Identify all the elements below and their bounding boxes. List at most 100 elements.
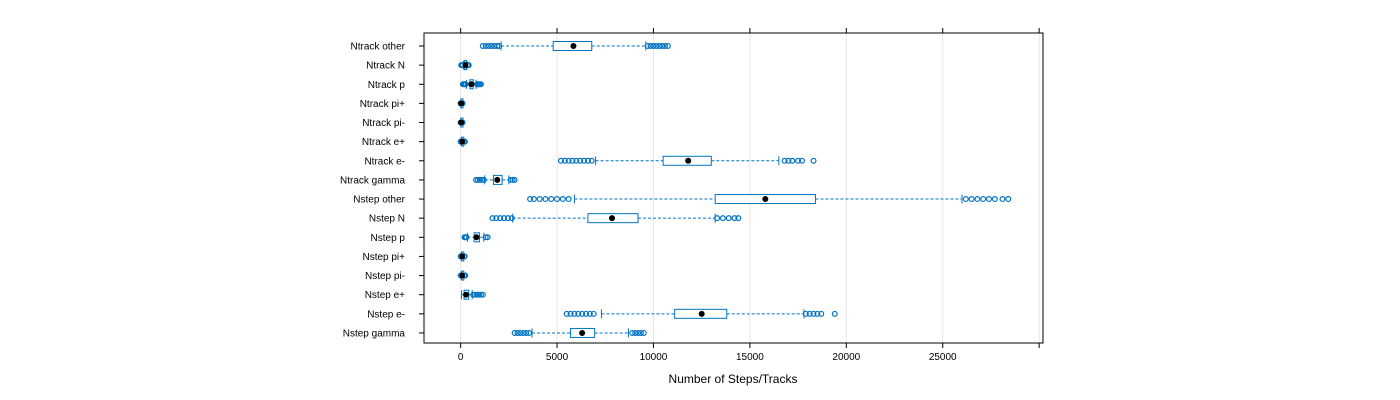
grid-lines bbox=[460, 33, 1040, 343]
outlier-point bbox=[493, 215, 500, 222]
outlier-point bbox=[561, 157, 568, 164]
box-group bbox=[458, 60, 472, 71]
outlier-point bbox=[577, 157, 584, 164]
category-label: Nstep gamma bbox=[343, 328, 406, 339]
box-group bbox=[489, 213, 742, 224]
outlier-point bbox=[517, 329, 524, 336]
outlier-point bbox=[991, 196, 998, 203]
outlier-point bbox=[527, 196, 534, 203]
outlier-point bbox=[480, 176, 487, 183]
outlier-point bbox=[488, 42, 495, 49]
category-label: Ntrack p bbox=[368, 80, 406, 91]
outlier-point bbox=[497, 215, 504, 222]
category-label: Ntrack pi+ bbox=[360, 99, 405, 110]
x-tick-label: 0 bbox=[458, 352, 464, 363]
category-label: Nstep e- bbox=[367, 309, 405, 320]
outlier-point bbox=[477, 291, 484, 298]
category-label: Nstep pi- bbox=[365, 271, 405, 282]
outlier-point bbox=[504, 215, 511, 222]
outlier-point bbox=[542, 196, 549, 203]
outlier-point bbox=[557, 157, 564, 164]
outlier-point bbox=[565, 157, 572, 164]
box-group bbox=[457, 251, 468, 262]
outlier-point bbox=[650, 42, 657, 49]
outlier-point bbox=[479, 42, 486, 49]
outlier-point bbox=[462, 81, 469, 88]
outlier-point bbox=[818, 310, 825, 317]
category-label: Nstep e+ bbox=[365, 290, 405, 301]
median-dot bbox=[570, 43, 577, 49]
box-group bbox=[563, 308, 838, 319]
outlier-point bbox=[735, 215, 742, 222]
x-tick-label: 10000 bbox=[640, 352, 668, 363]
x-tick-label: 20000 bbox=[832, 352, 860, 363]
median-dot bbox=[468, 81, 475, 88]
median-dot bbox=[459, 272, 466, 279]
outlier-point bbox=[477, 81, 484, 88]
outlier-point bbox=[479, 291, 486, 298]
outlier-point bbox=[647, 42, 654, 49]
outlier-point bbox=[482, 42, 489, 49]
category-label: Ntrack other bbox=[351, 42, 406, 53]
outlier-point bbox=[478, 176, 485, 183]
outlier-point bbox=[714, 215, 721, 222]
outlier-point bbox=[588, 157, 595, 164]
outlier-point bbox=[640, 329, 647, 336]
x-axis-title: Number of Steps/Tracks bbox=[669, 372, 798, 386]
category-label: Ntrack e- bbox=[364, 156, 405, 167]
outlier-point bbox=[656, 42, 663, 49]
outlier-point bbox=[514, 329, 521, 336]
outlier-point bbox=[536, 196, 543, 203]
outlier-point bbox=[584, 157, 591, 164]
outlier-point bbox=[664, 42, 671, 49]
outlier-point bbox=[635, 329, 642, 336]
outlier-point bbox=[565, 196, 572, 203]
box-group bbox=[461, 232, 491, 243]
outlier-point bbox=[810, 157, 817, 164]
box-group bbox=[457, 270, 469, 281]
outlier-point bbox=[472, 291, 479, 298]
category-label: Ntrack e+ bbox=[362, 137, 405, 148]
outlier-point bbox=[781, 157, 788, 164]
median-dot bbox=[698, 310, 705, 317]
box-group bbox=[479, 41, 671, 51]
outlier-point bbox=[563, 310, 570, 317]
outlier-point bbox=[986, 196, 993, 203]
outlier-point bbox=[501, 215, 508, 222]
box-group bbox=[473, 174, 518, 185]
median-dot bbox=[579, 329, 586, 336]
median-dot bbox=[462, 62, 469, 69]
box-series bbox=[457, 41, 1012, 338]
outlier-point bbox=[530, 196, 537, 203]
outlier-point bbox=[489, 215, 496, 222]
category-label: Ntrack N bbox=[366, 61, 405, 72]
outlier-point bbox=[473, 176, 480, 183]
outlier-point bbox=[509, 176, 516, 183]
outlier-point bbox=[814, 310, 821, 317]
outlier-point bbox=[559, 196, 566, 203]
x-tick-label: 25000 bbox=[929, 352, 957, 363]
outlier-point bbox=[582, 310, 589, 317]
median-dot bbox=[473, 234, 480, 241]
outlier-point bbox=[719, 215, 726, 222]
box-group bbox=[459, 79, 484, 90]
category-label: Ntrack pi- bbox=[362, 118, 405, 129]
outlier-point bbox=[653, 42, 660, 49]
box-group bbox=[457, 136, 468, 147]
outlier-point bbox=[463, 234, 470, 241]
outlier-point bbox=[637, 329, 644, 336]
box-group bbox=[457, 98, 466, 109]
median-dot bbox=[459, 138, 466, 145]
outlier-point bbox=[725, 215, 732, 222]
category-labels: Ntrack other Ntrack N Ntrack p Ntrack pi+ Nt… bbox=[340, 42, 406, 340]
outlier-point bbox=[590, 310, 597, 317]
box-group bbox=[527, 194, 1012, 205]
x-tick-label: 5000 bbox=[546, 352, 569, 363]
outlier-point bbox=[474, 176, 481, 183]
outlier-point bbox=[507, 176, 514, 183]
outlier-point bbox=[980, 196, 987, 203]
category-label: Nstep pi+ bbox=[362, 252, 405, 263]
outlier-point bbox=[659, 42, 666, 49]
outlier-point bbox=[579, 310, 586, 317]
median-dot bbox=[458, 119, 465, 126]
